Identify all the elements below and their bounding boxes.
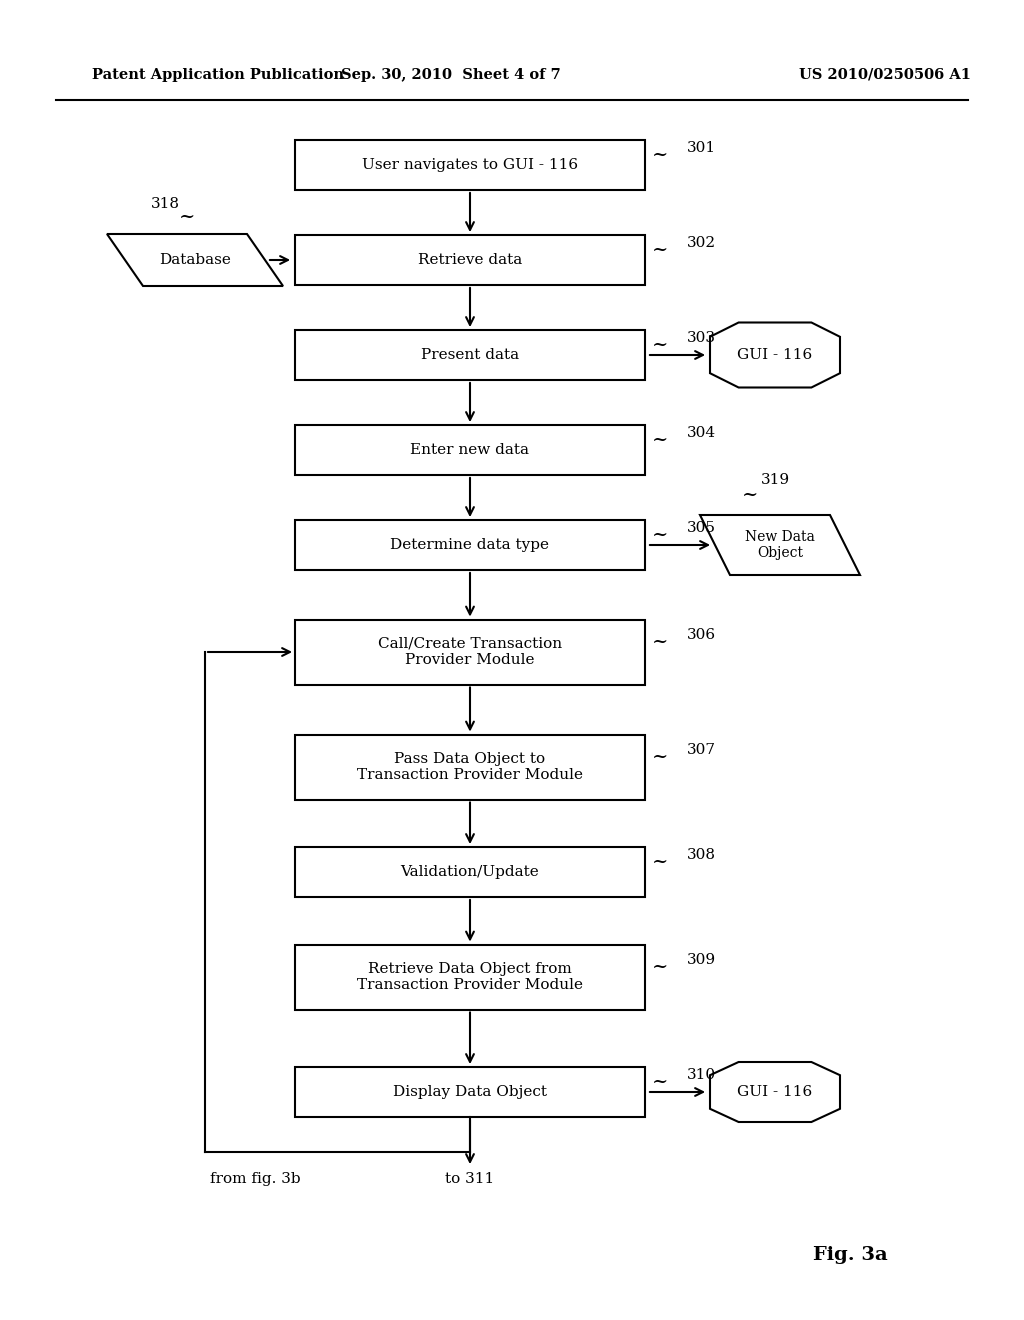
Polygon shape (700, 515, 860, 576)
Text: ~: ~ (652, 748, 669, 766)
Polygon shape (710, 1063, 840, 1122)
Text: 319: 319 (761, 473, 790, 487)
Text: ~: ~ (652, 634, 669, 651)
Bar (295, 734, 645, 800)
Bar (295, 425, 645, 475)
Text: Display Data Object: Display Data Object (393, 1085, 547, 1100)
Text: from fig. 3b: from fig. 3b (210, 1172, 301, 1185)
Text: ~: ~ (652, 432, 669, 449)
Text: ~: ~ (741, 486, 758, 504)
Polygon shape (106, 234, 283, 286)
Text: ~: ~ (652, 958, 669, 975)
Bar (295, 235, 645, 285)
Bar (295, 140, 645, 190)
Polygon shape (710, 322, 840, 388)
Text: Validation/Update: Validation/Update (400, 865, 540, 879)
Bar (295, 847, 645, 898)
Bar (295, 520, 645, 570)
Text: 302: 302 (687, 236, 716, 249)
Text: Determine data type: Determine data type (390, 539, 550, 552)
Bar (295, 945, 645, 1010)
Text: Present data: Present data (421, 348, 519, 362)
Text: ~: ~ (652, 1073, 669, 1092)
Text: New Data
Object: New Data Object (745, 529, 815, 560)
Bar (295, 1067, 645, 1117)
Text: Database: Database (159, 253, 231, 267)
Text: Retrieve Data Object from
Transaction Provider Module: Retrieve Data Object from Transaction Pr… (357, 962, 583, 993)
Text: Retrieve data: Retrieve data (418, 253, 522, 267)
Text: Enter new data: Enter new data (411, 444, 529, 457)
Bar (295, 330, 645, 380)
Text: ~: ~ (652, 853, 669, 871)
Text: Call/Create Transaction
Provider Module: Call/Create Transaction Provider Module (378, 636, 562, 667)
Text: to 311: to 311 (445, 1172, 495, 1185)
Text: 310: 310 (687, 1068, 716, 1082)
Text: ~: ~ (179, 209, 196, 226)
Text: 304: 304 (687, 426, 716, 440)
Text: ~: ~ (652, 147, 669, 164)
Text: Fig. 3a: Fig. 3a (813, 1246, 887, 1265)
Text: 306: 306 (687, 628, 716, 642)
Text: 305: 305 (687, 521, 716, 535)
Text: GUI - 116: GUI - 116 (737, 1085, 813, 1100)
Text: 307: 307 (687, 743, 716, 756)
Text: 301: 301 (687, 141, 716, 154)
Text: GUI - 116: GUI - 116 (737, 348, 813, 362)
Text: ~: ~ (652, 242, 669, 259)
Text: User navigates to GUI - 116: User navigates to GUI - 116 (361, 158, 579, 172)
Text: 303: 303 (687, 331, 716, 345)
Text: 318: 318 (151, 197, 179, 211)
Text: ~: ~ (652, 337, 669, 354)
Text: US 2010/0250506 A1: US 2010/0250506 A1 (799, 69, 971, 82)
Text: 308: 308 (687, 847, 716, 862)
Text: 309: 309 (687, 953, 716, 968)
Text: Pass Data Object to
Transaction Provider Module: Pass Data Object to Transaction Provider… (357, 752, 583, 781)
Text: ~: ~ (652, 525, 669, 544)
Text: Patent Application Publication: Patent Application Publication (92, 69, 344, 82)
Bar (295, 619, 645, 685)
Text: Sep. 30, 2010  Sheet 4 of 7: Sep. 30, 2010 Sheet 4 of 7 (341, 69, 560, 82)
